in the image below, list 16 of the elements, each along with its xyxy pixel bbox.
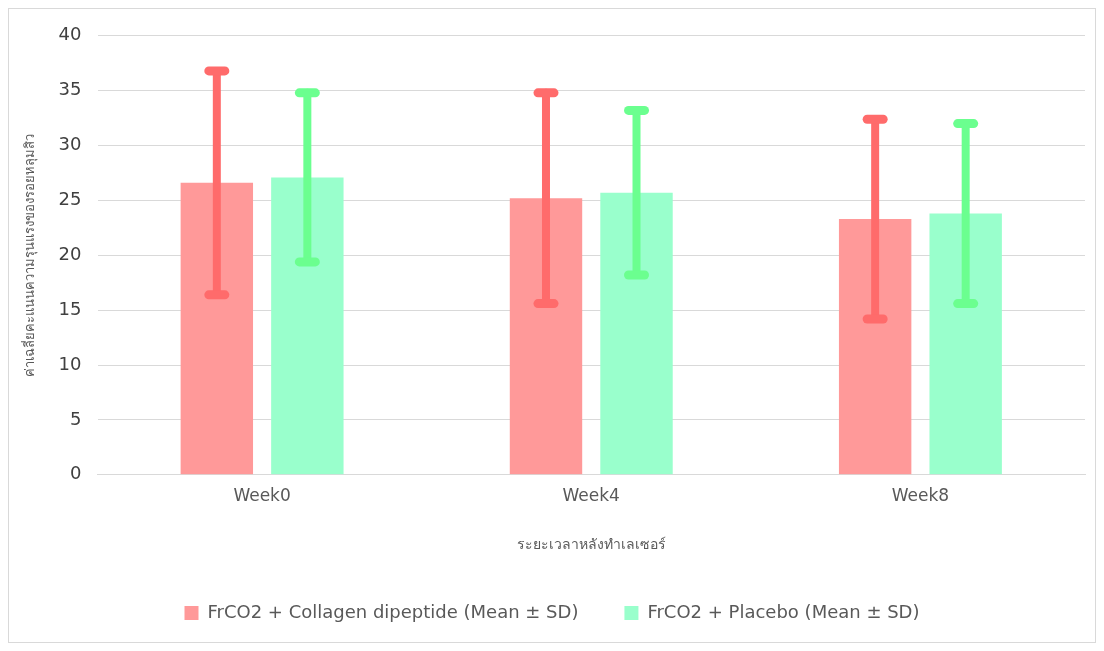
y-tick-label: 40: [58, 23, 82, 45]
legend-label: FrCO2 + Placebo (Mean ± SD): [647, 600, 920, 622]
y-tick-label: 15: [58, 297, 82, 319]
y-tick-label: 35: [58, 78, 82, 100]
y-axis-title: ค่าเฉลี่ยคะแนนความรุนแรงของรอยหลุมสิว: [21, 133, 39, 377]
y-tick-label: 10: [58, 352, 82, 374]
legend-label: FrCO2 + Collagen dipeptide (Mean ± SD): [207, 600, 579, 622]
y-tick-label: 20: [58, 242, 82, 264]
x-tick-label: Week0: [233, 485, 291, 506]
y-tick-label: 5: [70, 407, 82, 429]
x-axis-title: ระยะเวลาหลังทำเลเซอร์: [516, 536, 666, 553]
y-tick-label: 25: [58, 188, 82, 210]
y-tick-label: 0: [70, 462, 82, 484]
y-tick-label: 30: [58, 133, 82, 155]
x-tick-label: Week4: [562, 485, 620, 506]
x-tick-label: Week8: [891, 485, 950, 506]
